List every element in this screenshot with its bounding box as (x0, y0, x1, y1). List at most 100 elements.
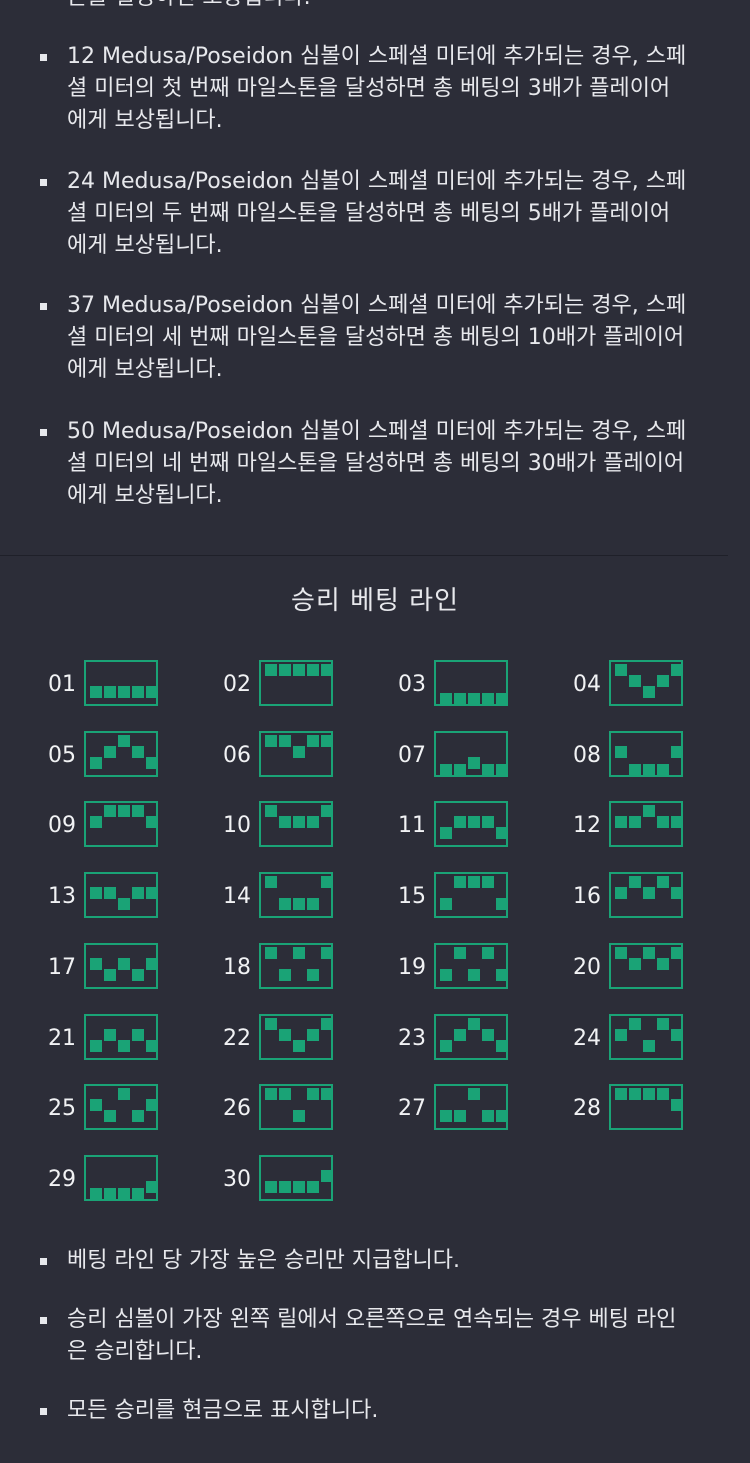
payline-diagram (259, 1014, 333, 1060)
rule-text: 50 Medusa/Poseidon 심볼이 스페셜 미터에 추가되는 경우, … (67, 419, 687, 508)
payline-symbol-cell (118, 958, 130, 970)
payline-symbol-cell (454, 876, 466, 888)
payline-symbol-cell (629, 958, 641, 970)
payline-symbol-cell (132, 1188, 144, 1200)
payline-diagram (434, 1014, 508, 1060)
payline-diagram (259, 872, 333, 918)
payline-symbol-cell (104, 746, 116, 758)
payline-symbol-cell (132, 1110, 144, 1122)
rule-item: 24 Medusa/Poseidon 심볼이 스페셜 미터에 추가되는 경우, … (40, 166, 690, 262)
payline-symbol-cell (496, 693, 508, 705)
payline-symbol-cell (629, 764, 641, 776)
payline-symbol-cell (615, 746, 627, 758)
payline-symbol-cell (307, 1029, 319, 1041)
payline-symbol-cell (293, 816, 305, 828)
payline-diagram (609, 1084, 683, 1130)
payline-symbol-cell (90, 816, 102, 828)
payline-number: 17 (48, 955, 76, 980)
paylines-title: 승리 베팅 라인 (290, 586, 460, 616)
payline-symbol-cell (671, 1029, 683, 1041)
payline-symbol-cell (454, 764, 466, 776)
payline-symbol-cell (671, 746, 683, 758)
payline-symbol-cell (90, 958, 102, 970)
payline-diagram (609, 731, 683, 777)
payline-diagram (84, 801, 158, 847)
payline-number: 05 (48, 743, 76, 768)
payline-number: 23 (398, 1026, 426, 1051)
payline-symbol-cell (321, 1170, 333, 1182)
payline-number: 11 (398, 813, 426, 838)
payline-symbol-cell (265, 664, 277, 676)
payline-symbol-cell (104, 969, 116, 981)
payline-symbol-cell (104, 1110, 116, 1122)
payline-diagram (259, 1155, 333, 1201)
payline-symbol-cell (629, 675, 641, 687)
payline-symbol-cell (146, 1040, 158, 1052)
rule-item: 12 Medusa/Poseidon 심볼이 스페셜 미터에 추가되는 경우, … (40, 41, 690, 137)
payline-symbol-cell (643, 947, 655, 959)
payline-symbol-cell (146, 887, 158, 899)
payline-symbol-cell (615, 887, 627, 899)
payline-symbol-cell (90, 757, 102, 769)
payline-number: 24 (573, 1026, 601, 1051)
bullet-square-icon (40, 54, 47, 61)
payline-symbol-cell (643, 887, 655, 899)
payline-symbol-cell (118, 805, 130, 817)
payline-symbol-cell (468, 816, 480, 828)
payline-symbol-cell (321, 1018, 333, 1030)
payline-symbol-cell (265, 735, 277, 747)
payline-symbol-cell (279, 969, 291, 981)
payline-symbol-cell (90, 686, 102, 698)
payline-symbol-cell (132, 805, 144, 817)
payline-symbol-cell (629, 876, 641, 888)
payline-symbol-cell (265, 1181, 277, 1193)
payline-symbol-cell (104, 1029, 116, 1041)
payline-symbol-cell (482, 816, 494, 828)
payline-symbol-cell (265, 947, 277, 959)
payline-symbol-cell (468, 969, 480, 981)
payline-symbol-cell (657, 1088, 669, 1100)
payline-symbol-cell (440, 764, 452, 776)
payline-diagram (259, 943, 333, 989)
payline-symbol-cell (440, 969, 452, 981)
payline-symbol-cell (468, 876, 480, 888)
payline-symbol-cell (643, 1040, 655, 1052)
payline-number: 03 (398, 672, 426, 697)
payline-symbol-cell (293, 898, 305, 910)
payline-symbol-cell (279, 735, 291, 747)
payline-symbol-cell (468, 1018, 480, 1030)
payline-number: 02 (223, 672, 251, 697)
payline-diagram (609, 660, 683, 706)
payline-symbol-cell (482, 947, 494, 959)
payline-symbol-cell (307, 1181, 319, 1193)
payline-symbol-cell (90, 1040, 102, 1052)
payline-number: 15 (398, 884, 426, 909)
bullet-square-icon (40, 1258, 47, 1265)
payline-symbol-cell (146, 757, 158, 769)
payline-symbol-cell (293, 664, 305, 676)
payline-number: 19 (398, 955, 426, 980)
payline-symbol-cell (146, 1181, 158, 1193)
payline-symbol-cell (90, 887, 102, 899)
payline-symbol-cell (104, 805, 116, 817)
payline-diagram (84, 731, 158, 777)
rule-text-partial: 는을 절정하면 보상됩니다. (67, 0, 311, 14)
payline-symbol-cell (454, 947, 466, 959)
payline-number: 29 (48, 1167, 76, 1192)
payline-symbol-cell (468, 1088, 480, 1100)
payline-symbol-cell (496, 969, 508, 981)
payline-number: 28 (573, 1096, 601, 1121)
rule-item: 승리 심볼이 가장 왼쪽 릴에서 오른쪽으로 연속되는 경우 베팅 라인은 승리… (40, 1304, 690, 1368)
payline-symbol-cell (293, 1181, 305, 1193)
payline-number: 08 (573, 743, 601, 768)
payline-number: 12 (573, 813, 601, 838)
payline-number: 13 (48, 884, 76, 909)
payline-symbol-cell (279, 664, 291, 676)
payline-symbol-cell (307, 969, 319, 981)
payline-symbol-cell (496, 764, 508, 776)
payline-symbol-cell (265, 1018, 277, 1030)
payline-number: 07 (398, 743, 426, 768)
payline-symbol-cell (657, 764, 669, 776)
payline-symbol-cell (496, 1040, 508, 1052)
payline-symbol-cell (307, 735, 319, 747)
